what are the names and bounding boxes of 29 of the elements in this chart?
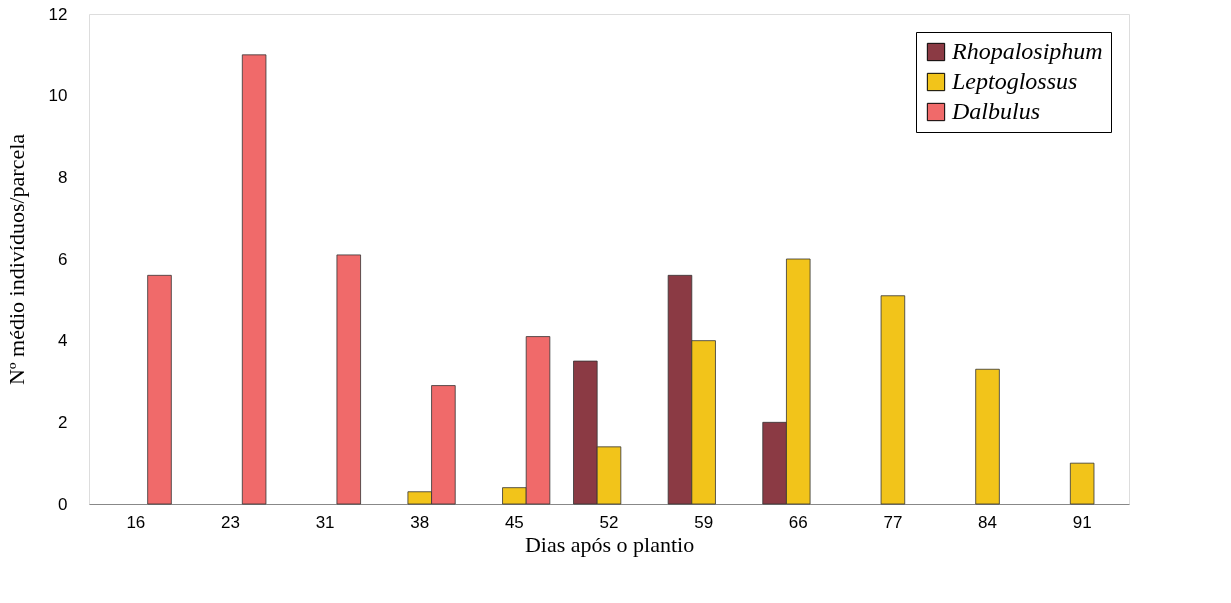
y-tick-label: 10 xyxy=(48,86,68,106)
x-tick-label: 84 xyxy=(978,512,997,532)
x-tick-label: 66 xyxy=(788,512,808,532)
y-tick-label: 4 xyxy=(58,331,68,351)
legend-label: Leptoglossus xyxy=(951,68,1078,94)
legend-label: Rhopalosiphum xyxy=(951,38,1103,64)
bar xyxy=(336,254,361,505)
bar xyxy=(241,54,267,505)
bar xyxy=(880,295,906,505)
bar xyxy=(975,368,1000,505)
y-tick-label: 12 xyxy=(48,4,68,24)
x-tick-label: 59 xyxy=(694,512,714,532)
bar xyxy=(1069,462,1095,505)
x-tick-label: 77 xyxy=(883,512,903,532)
x-tick-label: 31 xyxy=(315,512,335,532)
bar xyxy=(147,274,172,505)
y-axis-title: Nº médio indivíduos/parcela xyxy=(3,133,29,386)
x-tick-label: 16 xyxy=(126,512,146,532)
y-tick-label: 0 xyxy=(58,494,68,514)
x-tick-label: 23 xyxy=(221,512,240,532)
x-tick-label: 52 xyxy=(599,512,619,532)
y-tick-label: 2 xyxy=(58,412,68,432)
x-tick-label: 91 xyxy=(1072,512,1092,532)
x-tick-label: 38 xyxy=(410,512,430,532)
legend-label: Dalbulus xyxy=(951,98,1041,124)
x-axis-title: Dias após o plantio xyxy=(524,531,695,557)
y-tick-label: 8 xyxy=(58,167,68,187)
x-tick-label: 45 xyxy=(504,512,524,532)
y-tick-label: 6 xyxy=(58,249,68,269)
